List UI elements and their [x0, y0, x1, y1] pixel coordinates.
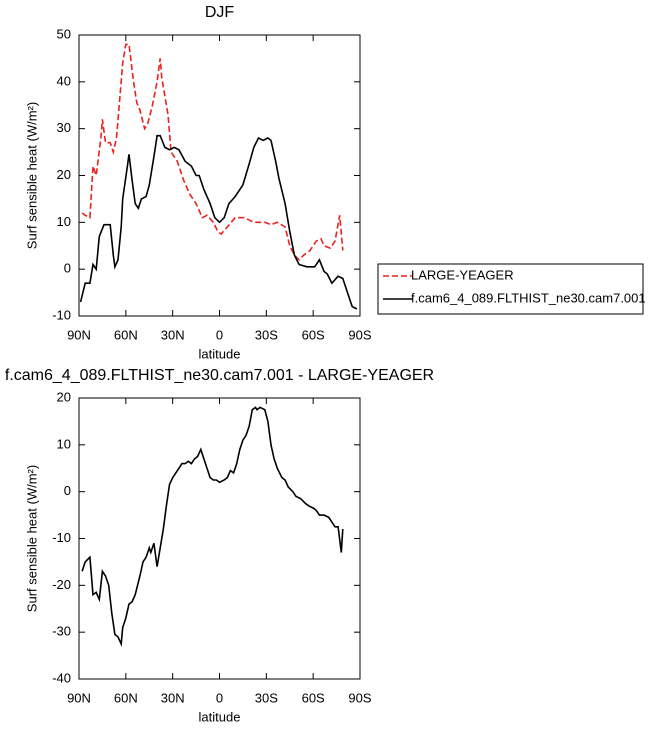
y-tick-label: 50: [57, 26, 71, 41]
y-tick-label: -10: [52, 530, 71, 545]
y-tick-label: 20: [57, 389, 71, 404]
data-line: [81, 43, 344, 261]
x-tick-label: 60S: [302, 690, 325, 705]
y-tick-label: 0: [64, 483, 71, 498]
x-tick-label: 60S: [302, 327, 325, 342]
y-tick-label: 20: [57, 167, 71, 182]
x-axis-label: latitude: [199, 709, 241, 724]
y-tick-label: 10: [57, 436, 71, 451]
chart-title: f.cam6_4_089.FLTHIST_ne30.cam7.001 - LAR…: [5, 367, 434, 384]
plot-frame: [78, 34, 361, 317]
y-tick-label: -30: [52, 624, 71, 639]
y-tick-label: -10: [52, 307, 71, 322]
legend-label: f.cam6_4_089.FLTHIST_ne30.cam7.001: [411, 290, 646, 305]
x-tick-label: 90S: [348, 327, 371, 342]
x-tick-label: 30S: [255, 327, 278, 342]
data-line: [81, 406, 344, 647]
x-tick-label: 0: [216, 327, 223, 342]
y-axis-label: Surf sensible heat (W/m²): [24, 465, 39, 612]
legend-label: LARGE-YEAGER: [411, 267, 514, 282]
y-tick-label: 40: [57, 73, 71, 88]
x-tick-label: 30S: [255, 690, 278, 705]
x-tick-label: 60N: [114, 327, 138, 342]
y-tick-label: 30: [57, 120, 71, 135]
y-tick-label: 10: [57, 214, 71, 229]
x-tick-label: 60N: [114, 690, 138, 705]
x-tick-label: 90N: [67, 327, 91, 342]
y-tick-label: -20: [52, 577, 71, 592]
chart-title: DJF: [205, 4, 235, 21]
legend-box: [377, 263, 644, 315]
x-tick-label: 30N: [161, 690, 185, 705]
x-axis-label: latitude: [199, 346, 241, 361]
x-tick-label: 90N: [67, 690, 91, 705]
y-axis-label: Surf sensible heat (W/m²): [24, 102, 39, 249]
x-tick-label: 90S: [348, 690, 371, 705]
y-tick-label: 0: [64, 261, 71, 276]
x-tick-label: 0: [216, 690, 223, 705]
y-tick-label: -40: [52, 670, 71, 685]
x-tick-label: 30N: [161, 327, 185, 342]
data-line: [79, 134, 358, 310]
